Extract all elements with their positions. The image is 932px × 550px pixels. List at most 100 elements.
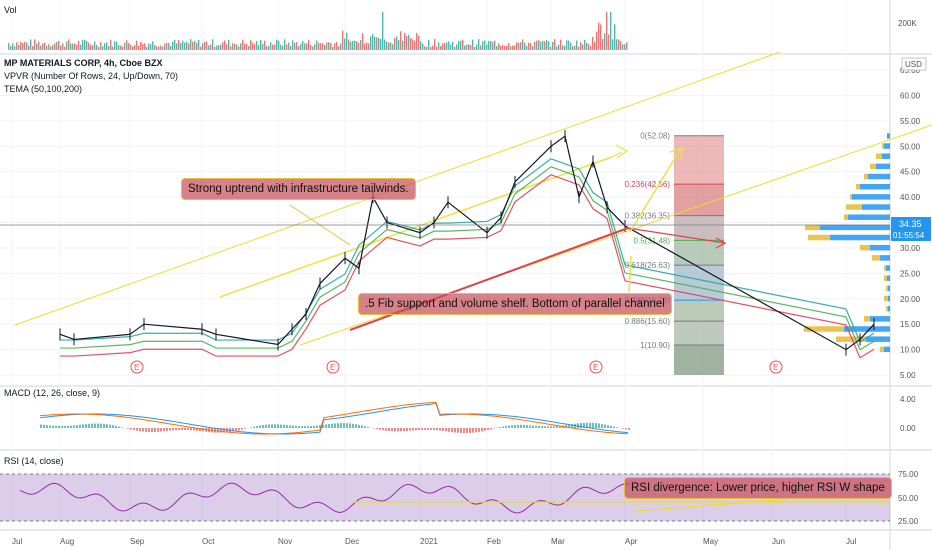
macd-histogram-bar: [601, 423, 603, 428]
macd-histogram-bar: [418, 428, 420, 431]
macd-histogram-bar: [508, 425, 510, 428]
macd-histogram-bar: [403, 428, 405, 432]
volume-bar: [610, 12, 612, 50]
macd-histogram-bar: [256, 426, 258, 428]
price-axis-tick: 30.00: [900, 244, 921, 253]
volume-bar: [446, 42, 448, 50]
macd-histogram-bar: [391, 428, 393, 432]
volume-bar: [304, 43, 306, 50]
macd-histogram-bar: [40, 424, 42, 428]
macd-line: [39, 401, 629, 435]
volume-bar: [84, 39, 86, 50]
earnings-marker: [326, 360, 340, 374]
red-arrow[interactable]: [627, 227, 726, 244]
volume-bar: [618, 39, 620, 50]
yellow-arrow-2[interactable]: [629, 149, 681, 233]
volume-bar: [286, 44, 288, 50]
macd-histogram-bar: [52, 425, 54, 428]
volume-bar: [402, 40, 404, 50]
volume-bar: [216, 45, 218, 50]
volume-bar: [300, 43, 302, 50]
volume-bar: [490, 41, 492, 50]
volume-bar: [340, 43, 342, 50]
macd-histogram-bar: [556, 425, 558, 428]
volume-bar: [266, 46, 268, 50]
macd-histogram-bar: [355, 424, 357, 428]
rsi-divergence-line: [634, 498, 791, 512]
volume-bar: [606, 12, 608, 50]
volume-bar: [472, 39, 474, 50]
macd-histogram-bar: [334, 423, 336, 428]
volume-bar: [404, 32, 406, 50]
vpvr-up-bar: [868, 173, 890, 180]
macd-histogram-bar: [70, 425, 72, 428]
vpvr-up-bar: [886, 265, 890, 271]
volume-bar: [530, 43, 532, 50]
volume-bar: [38, 41, 40, 50]
price-axis-tick: 60.00: [900, 91, 921, 100]
macd-histogram-bar: [499, 427, 501, 428]
volume-bar: [190, 39, 192, 50]
earnings-marker: [130, 360, 144, 374]
annotation-fib-support[interactable]: .5 Fib support and volume shelf. Bottom …: [358, 293, 672, 315]
macd-histogram-bar: [553, 426, 555, 428]
annotation-uptrend[interactable]: Strong uptrend with infrastructure tailw…: [181, 178, 416, 200]
rsi-axis-tick: 50.00: [898, 494, 919, 503]
volume-bar: [574, 45, 576, 50]
yellow-arrow-1[interactable]: [611, 151, 623, 158]
volume-bar: [288, 42, 290, 50]
volume-bar: [296, 42, 298, 50]
volume-bar: [428, 40, 430, 50]
macd-histogram-bar: [460, 428, 462, 433]
currency-badge[interactable]: [901, 57, 927, 71]
volume-bar: [504, 45, 506, 50]
macd-histogram-bar: [628, 428, 630, 430]
macd-histogram-bar: [187, 428, 189, 431]
macd-histogram-bar: [523, 424, 525, 428]
volume-bar: [398, 40, 400, 50]
vpvr-down-bar: [886, 305, 888, 312]
volume-bar: [456, 44, 458, 50]
vpvr-up-bar: [880, 255, 890, 261]
macd-histogram-bar: [322, 424, 324, 428]
vpvr-up-bar: [887, 275, 890, 281]
macd-histogram-bar: [163, 428, 165, 432]
macd-histogram-bar: [262, 425, 264, 428]
volume-bar: [218, 45, 220, 50]
volume-bar: [130, 44, 132, 50]
volume-bar: [94, 41, 96, 50]
volume-bar: [528, 42, 530, 50]
volume-bar: [112, 46, 114, 50]
macd-histogram-bar: [118, 426, 120, 428]
volume-bar: [236, 44, 238, 50]
macd-histogram-bar: [64, 425, 66, 428]
volume-bar: [302, 40, 304, 50]
macd-histogram-bar: [316, 425, 318, 428]
volume-bar: [524, 42, 526, 50]
annotation-rsi-divergence[interactable]: RSI divergence: Lower price, higher RSI …: [624, 477, 892, 499]
volume-bar: [418, 35, 420, 50]
volume-bar: [148, 43, 150, 50]
price-axis-tick: 55.00: [900, 117, 921, 126]
volume-bar: [134, 45, 136, 50]
macd-histogram-bar: [466, 428, 468, 434]
macd-histogram-bar: [532, 425, 534, 428]
volume-bar: [502, 44, 504, 50]
macd-histogram-bar: [526, 425, 528, 428]
volume-bar: [448, 41, 450, 50]
volume-bar: [290, 46, 292, 50]
volume-bar: [334, 43, 336, 50]
macd-pane: [39, 401, 630, 435]
inner-trend-line[interactable]: [219, 156, 613, 298]
volume-bar: [514, 45, 516, 50]
volume-bar: [214, 46, 216, 50]
volume-bar: [90, 44, 92, 50]
volume-bar: [360, 39, 362, 50]
macd-histogram-bar: [142, 428, 144, 432]
volume-bar: [386, 41, 388, 50]
volume-bar: [272, 44, 274, 50]
fib-level-label: 1(10.90): [640, 341, 670, 350]
volume-bar: [624, 44, 626, 50]
volume-bar: [604, 33, 606, 50]
